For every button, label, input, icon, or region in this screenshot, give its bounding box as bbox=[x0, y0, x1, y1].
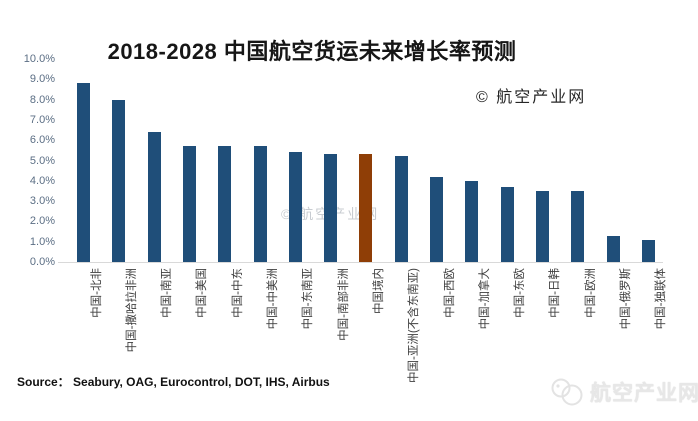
x-axis-line bbox=[58, 262, 663, 263]
x-tick-label: 中国-独联体 bbox=[655, 268, 668, 330]
bar-中国-欧洲 bbox=[571, 190, 585, 262]
bar-中国-日韩 bbox=[535, 190, 549, 262]
bar-中国-亚洲(不含东南亚) bbox=[394, 156, 408, 262]
bar-中国-南亚 bbox=[147, 132, 161, 262]
bar-中国-独联体 bbox=[641, 239, 655, 262]
y-tick-label: 1.0% bbox=[29, 235, 55, 248]
y-tick-label: 10.0% bbox=[23, 53, 55, 65]
site-logo: 航空产业网 bbox=[549, 377, 698, 407]
y-tick-label: 0.0% bbox=[29, 256, 55, 268]
x-tick-label: 中国境内 bbox=[372, 268, 385, 314]
site-logo-icon bbox=[551, 378, 583, 406]
y-tick-label: 2.0% bbox=[29, 215, 55, 228]
bar-中国-东欧 bbox=[500, 186, 514, 262]
x-tick-label: 中国-亚洲(不含东南亚) bbox=[408, 268, 421, 383]
bar-中国-北非 bbox=[77, 83, 90, 262]
y-tick-label: 3.0% bbox=[29, 195, 55, 208]
x-tick-label: 中国-欧洲 bbox=[584, 268, 597, 318]
x-tick-label: 中国-东欧 bbox=[514, 268, 527, 318]
y-tick-label: 5.0% bbox=[29, 154, 55, 167]
bar-中国-东南亚 bbox=[288, 152, 302, 262]
bar-中国-俄罗斯 bbox=[606, 235, 620, 262]
y-tick-label: 8.0% bbox=[29, 93, 55, 106]
y-tick-label: 4.0% bbox=[29, 174, 55, 187]
x-tick-label: 中国-俄罗斯 bbox=[620, 268, 632, 330]
y-tick-label: 6.0% bbox=[29, 134, 55, 147]
bar-中国-中东 bbox=[218, 146, 232, 262]
bar-中国-撒哈拉非洲 bbox=[112, 99, 126, 262]
source-note: Source： Seabury, OAG, Eurocontrol, DOT, … bbox=[17, 375, 330, 389]
bar-中国-西欧 bbox=[430, 176, 443, 262]
site-logo-text: 航空产业网 bbox=[590, 382, 698, 405]
y-tick-label: 7.0% bbox=[29, 113, 55, 126]
bar-中国-美国 bbox=[182, 146, 196, 262]
chart-title: 2018-2028 中国航空货运未来增长率预测 bbox=[107, 39, 517, 64]
bar-中国境内 bbox=[359, 154, 373, 262]
copyright-watermark-top: © 航空产业网 bbox=[476, 89, 587, 106]
y-tick-label: 9.0% bbox=[29, 73, 55, 86]
x-tick-label: 中国-南部非洲 bbox=[337, 268, 350, 341]
x-tick-label: 中国-加拿大 bbox=[478, 268, 491, 330]
bar-中国-中美洲 bbox=[253, 146, 267, 262]
bar-中国-加拿大 bbox=[465, 180, 479, 262]
x-tick-label: 中国-西欧 bbox=[443, 268, 456, 318]
bar-中国-南部非洲 bbox=[324, 154, 338, 262]
x-tick-label: 中国-日韩 bbox=[549, 268, 562, 318]
